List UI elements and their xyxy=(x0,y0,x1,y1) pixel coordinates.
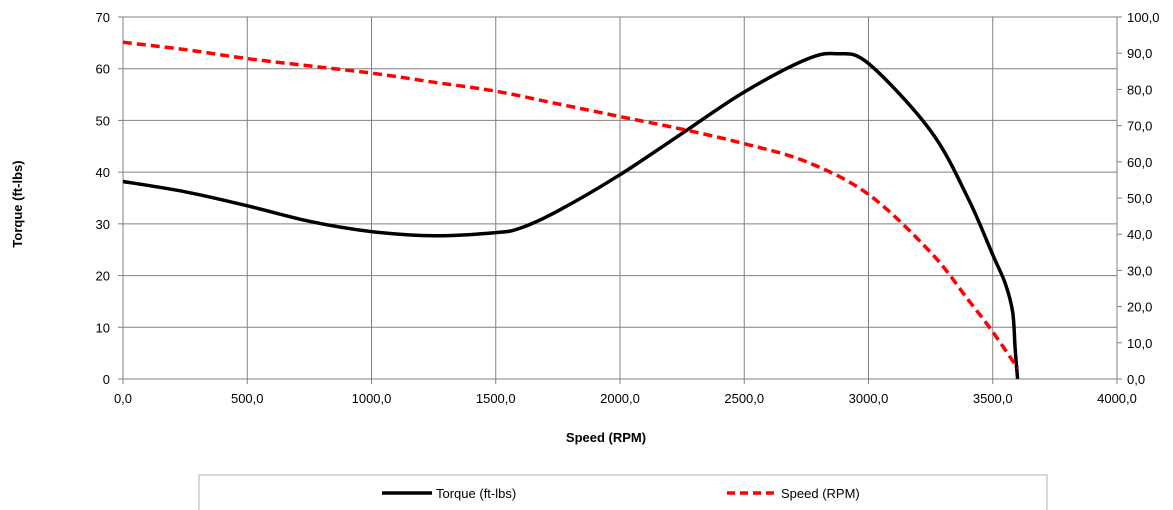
y-axis-title: Torque (ft-lbs) xyxy=(10,160,25,247)
x-tick-label: 1000,0 xyxy=(352,391,392,406)
y-axis-ticks: 0 10 20 30 40 50 60 70 xyxy=(96,10,123,387)
y-tick-label: 0 xyxy=(103,372,110,387)
y-tick-label: 40 xyxy=(96,165,110,180)
y2-tick-label: 80,0 xyxy=(1127,82,1152,97)
y2-tick-label: 10,0 xyxy=(1127,336,1152,351)
x-axis-ticks: 0,0 500,0 1000,0 1500,0 2000,0 2500,0 3000,0 35… xyxy=(114,379,1137,406)
x-tick-label: 2000,0 xyxy=(600,391,640,406)
x-tick-label: 2500,0 xyxy=(724,391,764,406)
legend: Torque (ft-lbs) Speed (RPM) xyxy=(198,474,1048,510)
x-tick-label: 4000,0 xyxy=(1097,391,1137,406)
legend-label-torque: Torque (ft-lbs) xyxy=(436,486,516,501)
legend-label-speed: Speed (RPM) xyxy=(781,486,860,501)
y2-tick-label: 50,0 xyxy=(1127,191,1152,206)
y2-tick-label: 60,0 xyxy=(1127,155,1152,170)
legend-box xyxy=(198,474,1048,510)
x-tick-label: 0,0 xyxy=(114,391,132,406)
series-line-torque xyxy=(122,51,1020,380)
grid-lines xyxy=(123,17,1117,379)
x-tick-label: 500,0 xyxy=(231,391,264,406)
x-axis-title: Speed (RPM) xyxy=(566,430,646,445)
y-tick-label: 50 xyxy=(96,113,110,128)
y-tick-label: 30 xyxy=(96,217,110,232)
y2-tick-label: 0,0 xyxy=(1127,372,1145,387)
y2-axis-ticks: 0,0 10,0 20,0 30,0 40,0 50,0 60,0 70,0 80,0 90,0 1… xyxy=(1117,10,1160,387)
y2-tick-label: 30,0 xyxy=(1127,263,1152,278)
x-tick-label: 3500,0 xyxy=(973,391,1013,406)
y2-tick-label: 20,0 xyxy=(1127,300,1152,315)
series-layer xyxy=(122,40,1020,380)
x-tick-label: 1500,0 xyxy=(476,391,516,406)
y-tick-label: 70 xyxy=(96,10,110,25)
x-tick-label: 3000,0 xyxy=(849,391,889,406)
y2-tick-label: 40,0 xyxy=(1127,227,1152,242)
y-tick-label: 20 xyxy=(96,269,110,284)
y2-tick-label: 70,0 xyxy=(1127,119,1152,134)
y-tick-label: 60 xyxy=(96,62,110,77)
series-line-speed xyxy=(122,40,1020,370)
y2-tick-label: 90,0 xyxy=(1127,46,1152,61)
y2-tick-label: 100,0 xyxy=(1127,10,1160,25)
y-tick-label: 10 xyxy=(96,320,110,335)
